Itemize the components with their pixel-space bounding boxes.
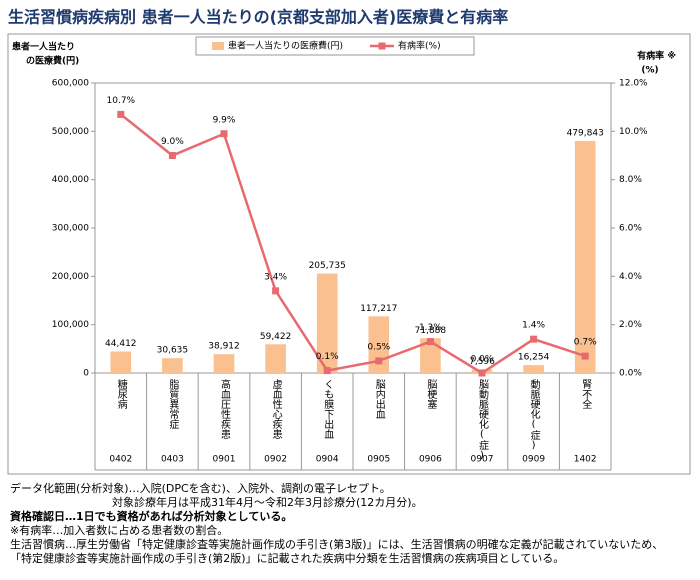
y-tick-label: 300,000 <box>52 224 89 234</box>
category-code: 0907 <box>471 455 494 465</box>
line-value-label: 1.4% <box>522 321 545 331</box>
y-tick-label: 500,000 <box>52 127 89 137</box>
category-label: 高血圧性疾患 <box>219 378 231 439</box>
category-label: くも膜下出血 <box>322 379 334 439</box>
chart-title: 生活習慣病疾病別 患者一人当たりの(京都支部加入者)医療費と有病率 <box>8 8 508 27</box>
bar-value-label: 117,217 <box>360 304 397 314</box>
line-value-label: 0.7% <box>574 338 597 348</box>
bar-value-label: 30,635 <box>157 346 189 356</box>
category-label: 脂質異常症 <box>167 378 179 430</box>
category-code: 0901 <box>213 455 236 465</box>
chart-frame <box>7 33 691 475</box>
line-marker <box>168 152 176 159</box>
bar <box>420 338 441 373</box>
category-label: 腎不全 <box>580 379 592 409</box>
legend-swatch <box>378 42 386 50</box>
category-label: 動脈硬化(症) <box>528 378 540 451</box>
bar-value-label: 71,888 <box>415 326 447 336</box>
category-label: 脳内出血 <box>373 379 385 419</box>
bar <box>265 344 286 373</box>
y2-tick-label: 10.0% <box>619 127 648 137</box>
category-code: 0909 <box>522 455 545 465</box>
category-label: 脳動脈硬化(症) <box>477 379 489 461</box>
y2-tick-label: 2.0% <box>619 320 642 330</box>
legend-label: 患者一人当たりの医療費(円) <box>228 40 343 52</box>
category-code: 1402 <box>574 455 597 465</box>
bar-value-label: 205,735 <box>309 261 346 271</box>
bar <box>162 358 183 373</box>
line-marker <box>478 369 486 377</box>
legend-label: 有病率(%) <box>398 40 441 52</box>
line-marker <box>375 357 383 365</box>
bar <box>316 273 338 373</box>
category-code: 0402 <box>109 455 132 465</box>
bar-value-label: 59,422 <box>260 332 292 342</box>
y-axis-title: の医療費(円) <box>26 55 79 67</box>
bar <box>574 141 596 373</box>
note-line: 「特定健康診査等実施計画作成の手引き(第2版)」に記載された疾病中分類を生活習慣… <box>10 551 564 565</box>
line-marker <box>220 130 228 138</box>
y2-tick-label: 12.0% <box>619 79 648 89</box>
bar-value-label: 38,912 <box>208 342 240 352</box>
category-code: 0904 <box>316 455 339 465</box>
y2-axis-title: 有病率 ※ <box>637 50 676 62</box>
line-marker <box>530 335 538 343</box>
note-line: 対象診療年月は平成31年4月～令和2年3月診療分(12カ月分)。 <box>112 495 423 509</box>
line-marker <box>581 352 589 360</box>
line-value-label: 0.0% <box>471 355 494 365</box>
y2-tick-label: 0.0% <box>619 369 642 379</box>
line-value-label: 3.4% <box>264 272 287 282</box>
line-value-label: 1.3% <box>419 323 442 333</box>
legend <box>195 36 475 56</box>
bar-value-label: 7,596 <box>469 357 495 367</box>
y-tick-label: 0 <box>83 369 89 379</box>
y-axis-title: 患者一人当たり <box>12 41 75 53</box>
note-line: 生活習慣病…厚生労働省「特定健康診査等実施計画作成の手引き(第3版)」には、生活… <box>10 537 663 551</box>
category-code: 0403 <box>161 455 184 465</box>
category-code: 0902 <box>264 455 287 465</box>
y-tick-label: 200,000 <box>52 272 89 282</box>
y2-tick-label: 8.0% <box>619 175 642 185</box>
note-line: 資格確認日…1日でも資格があれば分析対象としている。 <box>10 509 292 523</box>
line-value-label: 9.0% <box>161 137 184 147</box>
bar <box>523 365 544 373</box>
y-tick-label: 600,000 <box>52 79 89 89</box>
bar-value-label: 44,412 <box>105 339 137 349</box>
line-marker <box>426 338 434 346</box>
note-line: ※有病率…加入者数に占める患者数の割合。 <box>10 523 228 537</box>
legend-swatch <box>212 42 224 50</box>
bar <box>213 354 235 373</box>
bar <box>110 351 132 373</box>
category-label: 虚血性心疾患 <box>270 379 282 439</box>
line-value-label: 0.5% <box>367 342 390 352</box>
line-marker <box>117 110 125 118</box>
line-value-label: 9.9% <box>213 115 236 125</box>
line <box>120 113 586 375</box>
line-marker <box>272 287 280 295</box>
y2-axis-title: (%) <box>641 66 658 76</box>
line-value-label: 0.1% <box>316 352 339 362</box>
bar-value-label: 479,843 <box>567 129 604 139</box>
y-tick-label: 100,000 <box>52 320 89 330</box>
y2-tick-label: 4.0% <box>619 272 642 282</box>
note-line: データ化範囲(分析対象)…入院(DPCを含む)、入院外、調剤の電子レセプト。 <box>10 481 391 495</box>
category-label: 脳梗塞 <box>425 379 437 409</box>
y2-tick-label: 6.0% <box>619 224 642 234</box>
bar-value-label: 16,254 <box>518 353 550 363</box>
category-code: 0905 <box>367 455 390 465</box>
category-code: 0906 <box>419 455 442 465</box>
line-marker <box>323 367 331 375</box>
category-label: 糖尿病 <box>115 378 127 410</box>
line-value-label: 10.7% <box>107 96 136 106</box>
y-tick-label: 400,000 <box>52 175 89 185</box>
